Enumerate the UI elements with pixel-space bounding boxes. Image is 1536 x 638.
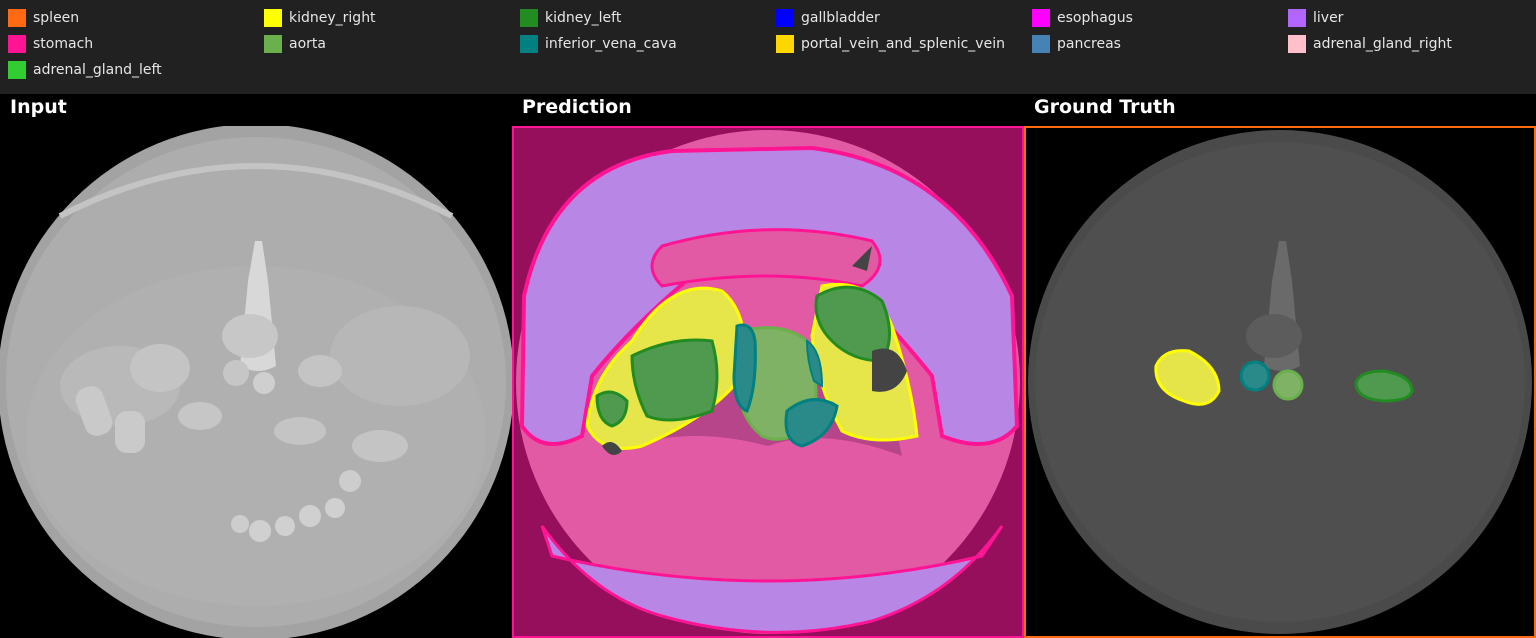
legend-item: pancreas (1032, 34, 1121, 54)
pred-liver-region (519, 145, 1020, 446)
legend-item: kidney_left (520, 8, 621, 28)
input-panel (0, 126, 512, 638)
legend-swatch (264, 35, 282, 53)
input-title: Input (10, 96, 67, 118)
prediction-title: Prediction (522, 96, 632, 118)
legend-item: kidney_right (264, 8, 376, 28)
legend-item: esophagus (1032, 8, 1133, 28)
prediction-panel (512, 126, 1024, 638)
ground-truth-overlay (1024, 126, 1536, 638)
legend-label: aorta (289, 36, 326, 52)
legend-swatch (520, 9, 538, 27)
legend-label: kidney_right (289, 10, 376, 26)
legend-swatch (1288, 9, 1306, 27)
legend-swatch (1032, 35, 1050, 53)
legend-item: aorta (264, 34, 326, 54)
legend-swatch (8, 9, 26, 27)
legend-item: adrenal_gland_right (1288, 34, 1452, 54)
legend-label: portal_vein_and_splenic_vein (801, 36, 1005, 52)
pred-kidney-left-1 (630, 338, 719, 422)
legend-label: stomach (33, 36, 94, 52)
legend-label: pancreas (1057, 36, 1121, 52)
prediction-overlay (512, 126, 1024, 638)
legend-item: liver (1288, 8, 1343, 28)
input-ct-image (0, 126, 512, 638)
legend-label: spleen (33, 10, 80, 26)
legend-label: kidney_left (545, 10, 622, 26)
gt-aorta (1272, 369, 1304, 401)
legend-item: stomach (8, 34, 93, 54)
gt-kidney-left (1354, 369, 1414, 403)
legend-swatch (520, 35, 538, 53)
pred-ivc (732, 323, 757, 413)
legend-swatch (8, 61, 26, 79)
legend-swatch (776, 35, 794, 53)
legend-item: portal_vein_and_splenic_vein (776, 34, 1005, 54)
legend: spleen kidney_right kidney_left gallbladder… (0, 0, 1536, 94)
legend-swatch (264, 9, 282, 27)
gt-kidney-right (1154, 349, 1221, 406)
ground-truth-title: Ground Truth (1034, 96, 1176, 118)
prediction-border (512, 126, 1024, 638)
legend-label: adrenal_gland_left (33, 62, 162, 78)
legend-label: inferior_vena_cava (545, 36, 677, 52)
legend-swatch (8, 35, 26, 53)
legend-item: inferior_vena_cava (520, 34, 677, 54)
ground-truth-border (1024, 126, 1536, 638)
legend-item: gallbladder (776, 8, 880, 28)
legend-label: esophagus (1057, 10, 1133, 26)
legend-swatch (776, 9, 794, 27)
legend-label: adrenal_gland_right (1313, 36, 1452, 52)
legend-label: gallbladder (801, 10, 880, 26)
legend-item: spleen (8, 8, 79, 28)
legend-label: liver (1313, 10, 1344, 26)
gt-ivc (1239, 360, 1271, 392)
legend-swatch (1032, 9, 1050, 27)
legend-swatch (1288, 35, 1306, 53)
ground-truth-panel (1024, 126, 1536, 638)
legend-item: adrenal_gland_left (8, 60, 162, 80)
